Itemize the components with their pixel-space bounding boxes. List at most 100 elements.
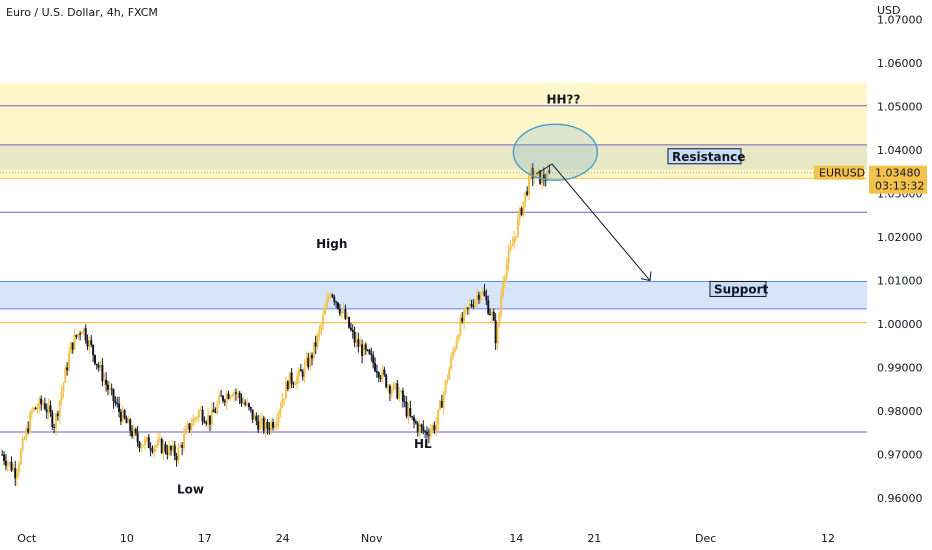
candle: [69, 341, 72, 355]
candle: [90, 335, 93, 348]
candle: [416, 421, 419, 437]
candle: [288, 372, 291, 390]
candle-body: [470, 303, 473, 307]
candle-body: [490, 311, 493, 315]
candle-body: [132, 428, 135, 437]
candle: [296, 370, 299, 390]
candle-body: [388, 385, 391, 394]
candle: [123, 408, 126, 420]
resistance-tag[interactable]: Resistance: [667, 148, 745, 165]
candle: [10, 456, 13, 472]
candle-body: [177, 447, 180, 461]
price-axis[interactable]: USD 1.070001.060001.050001.040001.030001…: [877, 4, 923, 505]
candle-body: [272, 422, 275, 428]
candle: [505, 257, 508, 282]
candle: [110, 383, 113, 396]
candles-layer[interactable]: [1, 162, 551, 486]
candle: [262, 415, 265, 434]
candle-body: [184, 428, 187, 435]
candle-body: [476, 294, 479, 301]
candle-body: [95, 363, 98, 366]
candle: [518, 206, 521, 226]
candle: [227, 390, 230, 400]
candle: [409, 400, 412, 418]
candle: [387, 383, 390, 392]
candle-body: [427, 434, 430, 437]
x-tick-label: 17: [198, 532, 212, 545]
candle-body: [17, 464, 20, 473]
candle-body: [142, 445, 145, 447]
candle: [194, 416, 197, 423]
hh-ellipse[interactable]: [512, 123, 599, 181]
candle: [396, 380, 399, 400]
candle-body: [361, 344, 364, 356]
projection-arrow[interactable]: [536, 163, 651, 281]
candle: [34, 406, 37, 410]
candle-body: [288, 372, 291, 390]
candle-body: [336, 302, 339, 309]
candle: [192, 414, 195, 426]
candle: [242, 395, 245, 405]
candle-body: [266, 422, 269, 429]
candle-body: [296, 376, 299, 385]
candle: [218, 390, 221, 406]
candle: [12, 464, 15, 473]
candle: [272, 418, 275, 431]
candle: [546, 162, 549, 182]
candle: [299, 364, 302, 372]
candle: [385, 373, 388, 389]
candle-body: [364, 344, 367, 350]
candle: [279, 401, 282, 418]
candle-body: [299, 369, 302, 372]
candle-body: [459, 317, 462, 336]
candle: [301, 368, 304, 381]
candle-body: [401, 390, 404, 402]
candle-body: [442, 392, 445, 408]
candle: [476, 287, 479, 308]
candle-body: [149, 447, 152, 450]
candle: [539, 170, 542, 185]
candle: [125, 415, 128, 424]
candle-body: [407, 408, 410, 417]
candle: [68, 347, 71, 373]
candle-body: [229, 396, 232, 399]
candle-body: [1, 454, 4, 456]
y-tick-label: 1.00000: [877, 318, 923, 331]
candle-body: [64, 367, 67, 383]
candle: [144, 435, 147, 450]
candle-body: [383, 369, 386, 375]
candle-body: [342, 309, 345, 311]
candle-body: [426, 431, 429, 435]
candle: [210, 402, 213, 431]
candle-body: [396, 383, 399, 399]
candle-body: [114, 401, 117, 403]
candle: [229, 395, 232, 402]
candle-body: [294, 384, 297, 386]
support-tag[interactable]: Support: [709, 280, 769, 297]
candle: [73, 328, 76, 351]
candle: [259, 414, 262, 431]
candle: [529, 163, 532, 181]
candle: [6, 460, 9, 472]
candle: [82, 327, 85, 336]
candle: [496, 322, 499, 350]
candle-body: [362, 344, 365, 356]
candle: [27, 421, 30, 435]
candle: [277, 410, 280, 430]
candle: [158, 432, 161, 443]
candle-body: [240, 398, 243, 404]
candle: [181, 442, 184, 456]
candle-body: [494, 320, 497, 344]
candle: [147, 434, 150, 449]
candle-body: [466, 307, 469, 309]
time-axis[interactable]: Oct 10 17 24 Nov 14 21 Dec 12: [17, 532, 835, 545]
candle: [502, 275, 505, 299]
candle-body: [333, 296, 336, 302]
candle: [336, 302, 339, 310]
candle-body: [298, 369, 301, 377]
projection-arrowhead-icon: [640, 271, 652, 282]
candle-body: [450, 356, 453, 369]
candle-body: [157, 439, 160, 446]
chart-title: Euro / U.S. Dollar, 4h, FXCM: [6, 6, 158, 19]
